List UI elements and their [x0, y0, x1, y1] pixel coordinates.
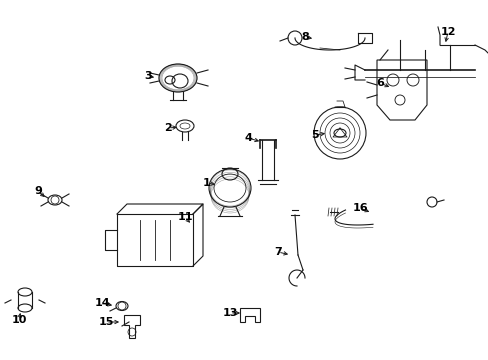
Text: 4: 4	[244, 133, 251, 143]
Text: 10: 10	[11, 315, 27, 325]
Text: 6: 6	[375, 78, 383, 88]
Text: 9: 9	[34, 186, 42, 196]
Text: 13: 13	[222, 308, 237, 318]
Text: 14: 14	[94, 298, 110, 308]
Text: 15: 15	[98, 317, 113, 327]
Text: 1: 1	[203, 178, 210, 188]
Text: 2: 2	[164, 123, 171, 133]
Text: 8: 8	[301, 32, 308, 42]
Text: 12: 12	[439, 27, 455, 37]
Text: 7: 7	[274, 247, 281, 257]
Text: 5: 5	[310, 130, 318, 140]
Text: 3: 3	[144, 71, 151, 81]
Text: 16: 16	[351, 203, 367, 213]
Text: 11: 11	[177, 212, 192, 222]
